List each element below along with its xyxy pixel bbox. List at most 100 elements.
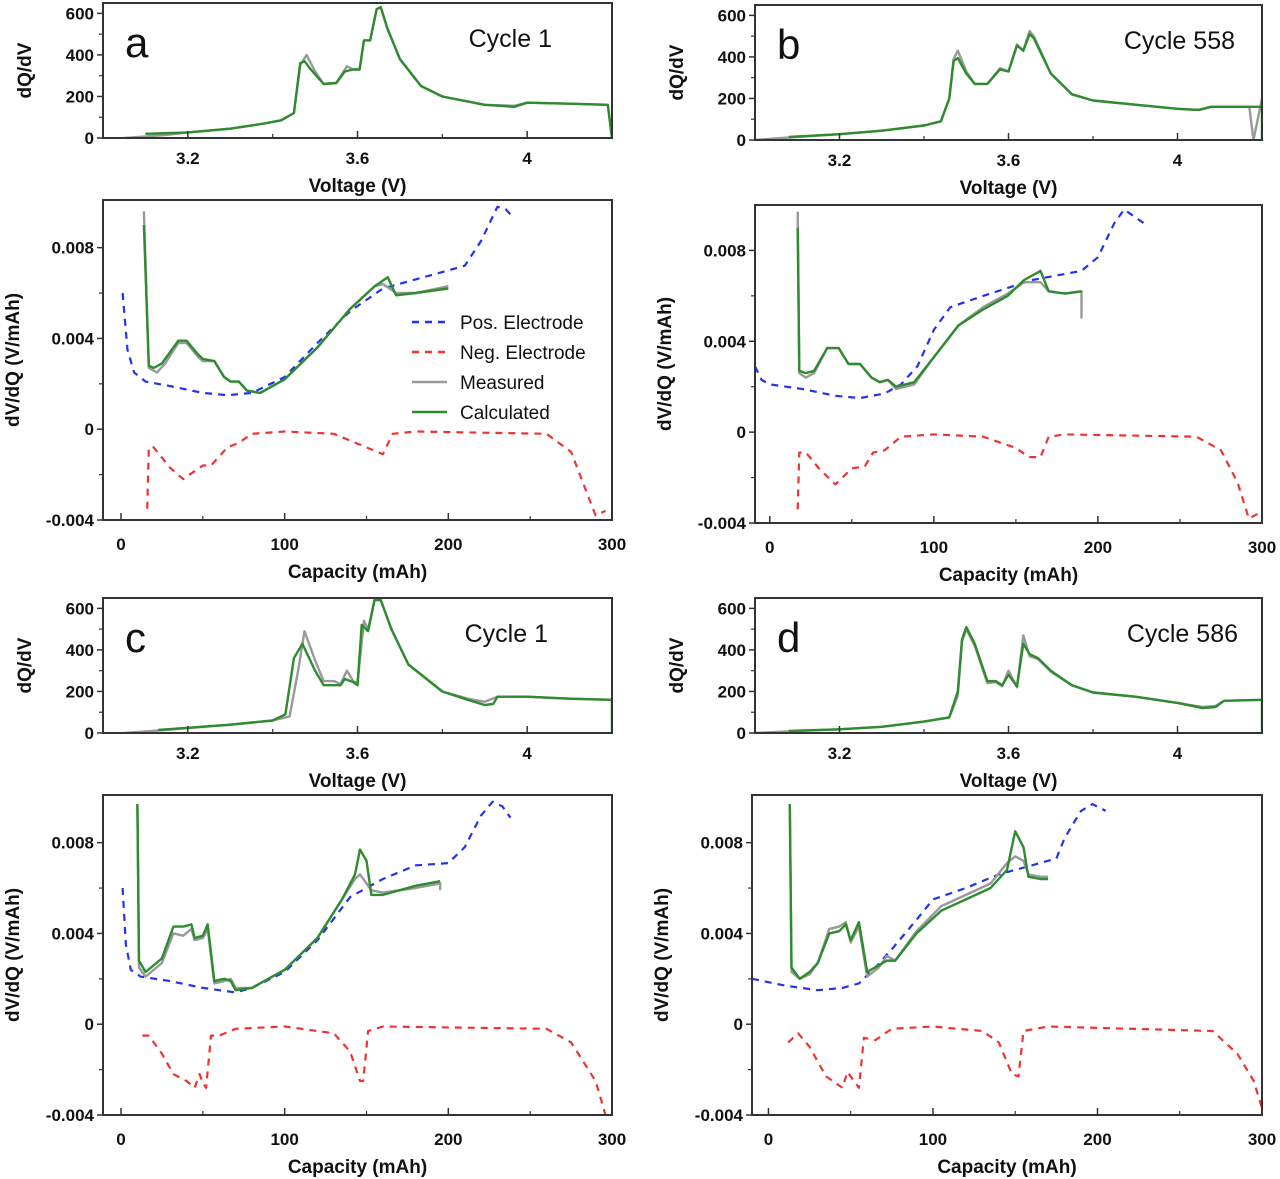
series-line-3 — [788, 804, 1049, 980]
y-axis-label: dQ/dV — [667, 44, 688, 100]
y-tick-label: 600 — [66, 599, 94, 618]
x-tick-label: 3.6 — [346, 744, 370, 763]
subplot-dqdv-4: 3.2 3.6 4 0 200 400 600 Voltage (V) dQ/dV c Cycle … — [15, 597, 613, 792]
x-tick-label: 300 — [1248, 538, 1276, 557]
x-tick-label: 200 — [434, 1130, 462, 1149]
y-tick-label: 200 — [66, 682, 94, 701]
panel-label: c — [125, 614, 146, 661]
cycle-annotation: Cycle 586 — [1127, 620, 1238, 648]
panel-label: b — [777, 21, 800, 68]
y-tick-label: 0 — [734, 1015, 743, 1034]
x-tick-label: 100 — [919, 1130, 947, 1149]
panel-label: d — [777, 614, 800, 661]
cycle-annotation: Cycle 558 — [1124, 27, 1235, 55]
series-line-1 — [796, 433, 1262, 520]
y-tick-label: 0.004 — [703, 332, 746, 351]
series-line-1 — [158, 598, 612, 733]
y-tick-label: 0 — [85, 724, 94, 743]
x-axis-label: Voltage (V) — [309, 176, 407, 197]
y-tick-label: -0.004 — [698, 514, 747, 533]
y-tick-label: 0.004 — [51, 924, 94, 943]
y-axis-label: dV/dQ (V/mAh) — [3, 888, 24, 1022]
plot-frame — [102, 794, 613, 1116]
series-line-2 — [796, 211, 1083, 391]
plot-frame — [754, 204, 1263, 524]
legend-entry-label: Measured — [460, 373, 545, 394]
series-line-0 — [752, 803, 1107, 992]
cycle-annotation: Cycle 1 — [465, 620, 548, 648]
x-tick-label: 100 — [270, 1130, 298, 1149]
x-tick-label: 0 — [116, 535, 125, 554]
cycle-annotation: Cycle 1 — [469, 25, 552, 53]
x-axis-label: Voltage (V) — [960, 771, 1058, 792]
series-line-1 — [142, 1025, 607, 1115]
x-tick-label: 300 — [1248, 1130, 1276, 1149]
x-tick-label: 3.6 — [997, 744, 1021, 763]
y-tick-label: 0 — [85, 1015, 94, 1034]
x-tick-label: 4 — [522, 149, 532, 168]
y-axis-label: dQ/dV — [15, 42, 36, 98]
x-tick-label: 0 — [116, 1130, 125, 1149]
x-tick-label: 4 — [1173, 744, 1183, 763]
y-tick-label: 0 — [85, 420, 94, 439]
x-tick-label: 100 — [920, 538, 948, 557]
y-tick-label: 0.008 — [51, 834, 94, 853]
x-tick-label: 3.2 — [176, 149, 200, 168]
y-tick-label: 0.008 — [51, 239, 94, 258]
y-tick-label: -0.004 — [695, 1106, 744, 1125]
subplot-dqdv-2: 3.2 3.6 4 0 200 400 600 Voltage (V) dQ/dV b Cycle … — [667, 4, 1263, 199]
x-tick-label: 4 — [522, 744, 532, 763]
y-tick-label: 600 — [718, 599, 746, 618]
legend-entry-label: Pos. Electrode — [460, 313, 584, 334]
y-tick-label: -0.004 — [46, 1106, 95, 1125]
x-tick-label: 3.6 — [346, 149, 370, 168]
subplot-dqdv-0: 3.2 3.6 4 0 200 400 600 Voltage (V) dQ/dV a Cycle … — [15, 2, 613, 197]
series-line-2 — [136, 804, 442, 990]
subplot-dvdq-1: 0 100 200 300 -0.004 0 0.004 0.008 Capacity (mAh… — [3, 199, 626, 583]
y-tick-label: 0.004 — [51, 329, 94, 348]
x-tick-label: 3.2 — [828, 744, 852, 763]
x-axis-label: Capacity (mAh) — [288, 1157, 427, 1178]
x-axis-label: Capacity (mAh) — [288, 562, 427, 583]
y-tick-label: 0 — [737, 131, 746, 150]
x-tick-label: 300 — [598, 1130, 626, 1149]
legend: Pos. Electrode Neg. Electrode Measured Calc… — [412, 313, 586, 424]
plot-frame — [751, 794, 1263, 1116]
y-tick-label: 200 — [66, 87, 94, 106]
plot-frame — [102, 597, 613, 734]
x-tick-label: 0 — [765, 538, 774, 557]
x-axis-label: Capacity (mAh) — [939, 565, 1078, 586]
x-tick-label: 3.6 — [997, 151, 1021, 170]
y-tick-label: 600 — [718, 6, 746, 25]
series-line-3 — [796, 227, 1082, 388]
y-tick-label: 0.004 — [700, 924, 743, 943]
series-line-2 — [142, 211, 449, 395]
series-line-1 — [788, 32, 1262, 140]
y-tick-label: 0.008 — [703, 241, 746, 260]
series-line-3 — [142, 224, 449, 395]
legend-entry-label: Calculated — [460, 403, 550, 424]
x-tick-label: 4 — [1173, 151, 1183, 170]
y-axis-label: dV/dQ (V/mAh) — [655, 297, 676, 431]
x-tick-label: 3.2 — [176, 744, 200, 763]
y-axis-label: dV/dQ (V/mAh) — [652, 888, 673, 1022]
series-line-3 — [136, 804, 441, 992]
y-tick-label: 0.008 — [700, 834, 743, 853]
y-tick-label: 400 — [718, 48, 746, 67]
y-tick-label: 0 — [737, 724, 746, 743]
y-tick-label: 200 — [718, 89, 746, 108]
panel-label: a — [125, 19, 149, 66]
x-axis-label: Capacity (mAh) — [937, 1157, 1076, 1178]
subplot-dvdq-7: 0 100 200 300 -0.004 0 0.004 0.008 Capacity (mAh… — [652, 794, 1276, 1178]
series-line-1 — [145, 6, 612, 138]
y-tick-label: 0 — [737, 423, 746, 442]
y-axis-label: dV/dQ (V/mAh) — [3, 293, 24, 427]
y-tick-label: 400 — [718, 641, 746, 660]
y-tick-label: 200 — [718, 682, 746, 701]
x-tick-label: 200 — [1084, 538, 1112, 557]
series-line-2 — [788, 804, 1049, 980]
y-axis-label: dQ/dV — [15, 637, 36, 693]
x-tick-label: 200 — [434, 535, 462, 554]
y-axis-label: dQ/dV — [667, 637, 688, 693]
